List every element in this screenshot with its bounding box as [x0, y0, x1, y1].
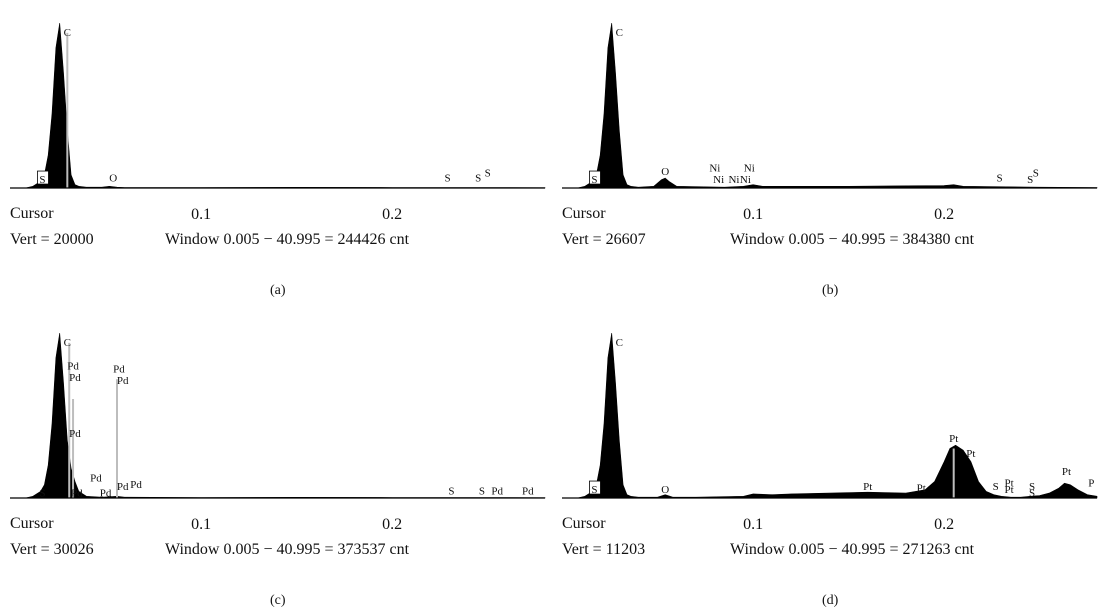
peak-label: Pd — [117, 481, 129, 493]
peak-label: Pd — [522, 486, 534, 498]
x-tick-label: 0.2 — [934, 206, 954, 223]
peak-label: Pd — [67, 360, 79, 372]
peak-label: Pd — [100, 487, 112, 499]
vert-value: Vert = 30026 — [10, 541, 94, 558]
peak-label: C — [616, 27, 623, 39]
x-tick-label: 0.2 — [382, 516, 402, 533]
window-value: Window 0.005 − 40.995 = 384380 cnt — [730, 231, 975, 248]
peak-label-box — [589, 170, 601, 185]
peak-label: S — [996, 172, 1002, 184]
peak-label: Ni — [744, 163, 755, 175]
peak-label: S — [1029, 487, 1035, 499]
panel-caption: (d) — [822, 593, 839, 608]
x-tick-label: 0.1 — [191, 206, 211, 223]
peak-label: S — [993, 481, 999, 493]
peak-label: Pt — [863, 481, 872, 493]
peak-label: S — [1033, 167, 1039, 179]
vert-value: Vert = 20000 — [10, 231, 94, 248]
peak-label: Pt — [966, 448, 975, 460]
peak-label: S — [39, 174, 45, 186]
peak-label: Pt — [1062, 466, 1071, 478]
x-tick-label: 0.1 — [191, 516, 211, 533]
peak-label: S — [39, 487, 45, 499]
peak-label: S — [475, 172, 481, 184]
cursor-label: Cursor — [10, 205, 54, 222]
peak-label: Pd — [69, 372, 81, 384]
panel-caption: (a) — [270, 283, 286, 298]
spectrum-panel-a: 0.1 0.2 C S O S S S Cursor Vert = 20000 Window … — [10, 0, 550, 300]
peak-label: Ni — [709, 163, 720, 175]
x-tick-label: 0.2 — [934, 516, 954, 533]
x-tick-label: 0.1 — [743, 206, 763, 223]
peak-label: S — [479, 486, 485, 498]
spectrum-area — [577, 332, 1098, 499]
x-tick-label: 0.1 — [743, 516, 763, 533]
spectrum-area — [577, 22, 1098, 189]
peak-label: Pd — [117, 375, 129, 387]
peak-label: S — [591, 484, 597, 496]
peak-label: S — [444, 172, 450, 184]
peak-label: Ni — [728, 174, 739, 186]
peak-label: O — [661, 166, 669, 178]
peak-label: C — [64, 27, 71, 39]
window-value: Window 0.005 − 40.995 = 271263 cnt — [730, 541, 975, 558]
peak-label: S — [1027, 174, 1033, 186]
cursor-label: Cursor — [562, 515, 606, 532]
peak-label: C — [64, 337, 71, 349]
peak-label: Pt — [949, 433, 958, 445]
peak-label: Pd — [90, 473, 102, 485]
peak-label: Pt — [1005, 477, 1014, 489]
peak-label: Pd — [71, 487, 83, 499]
panel-caption: (c) — [270, 593, 286, 608]
window-value: Window 0.005 − 40.995 = 373537 cnt — [165, 541, 410, 558]
peak-label-box — [37, 170, 49, 185]
peak-label: S — [485, 167, 491, 179]
peak-label: Ni — [740, 174, 751, 186]
x-tick-label: 0.2 — [382, 206, 402, 223]
peak-label: P — [1088, 477, 1094, 489]
spectrum-area — [25, 22, 546, 189]
peak-label: C — [616, 337, 623, 349]
panel-caption: (b) — [822, 283, 839, 298]
spectrum-panel-b: 0.1 0.2 C S O Ni Ni Ni Ni Ni S S S Cursor Vert = 266… — [562, 0, 1102, 300]
peak-label: O — [661, 484, 669, 496]
peak-label: S — [591, 174, 597, 186]
spectrum-area — [25, 332, 546, 499]
cursor-label: Cursor — [10, 515, 54, 532]
spectrum-panel-c: 0.1 0.2 C Pd Pd Pd Pd Pd Pd S Pd Pd Pd Pd S S Pd Pd Curso… — [10, 310, 550, 610]
peak-label: S — [448, 486, 454, 498]
peak-label: Pd — [130, 479, 142, 491]
peak-label: S — [1029, 481, 1035, 493]
peak-label: Ni — [713, 174, 724, 186]
peak-label: Pd — [113, 364, 125, 376]
spectrum-panel-d: 0.1 0.2 C S O Pt Pt Pt Pt S Pt Pt S S Pt P Cursor Vert … — [562, 310, 1102, 610]
peak-label: Pd — [491, 486, 503, 498]
cursor-label: Cursor — [562, 205, 606, 222]
vert-value: Vert = 26607 — [562, 231, 646, 248]
peak-label: O — [109, 172, 117, 184]
window-value: Window 0.005 − 40.995 = 244426 cnt — [165, 231, 410, 248]
vert-value: Vert = 11203 — [562, 541, 646, 558]
peak-label-box — [589, 480, 601, 495]
peak-label: Pd — [69, 428, 81, 440]
peak-label: Pt — [917, 482, 926, 494]
spectrum-chart-a: 0.1 0.2CS O S S S — [10, 22, 546, 223]
peak-label: Pt — [1005, 484, 1014, 496]
